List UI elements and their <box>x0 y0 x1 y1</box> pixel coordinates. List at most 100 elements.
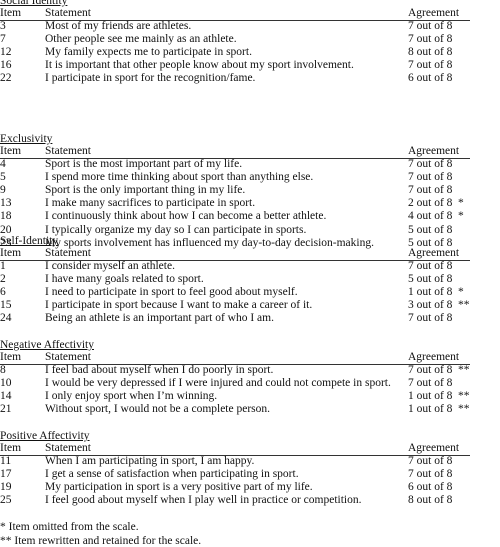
agreement: 1 out of 8 <box>408 286 453 299</box>
agreement: 5 out of 8 <box>408 236 453 249</box>
statement: I feel good about myself when I play wel… <box>45 494 362 507</box>
statement: I have many goals related to sport. <box>45 273 204 286</box>
header-rule <box>0 260 470 261</box>
agreement: 3 out of 8 <box>408 299 453 312</box>
column-header: Statement <box>45 145 91 157</box>
column-header: Agreement <box>408 145 460 157</box>
column-header: Statement <box>45 351 91 363</box>
statement: Being an athlete is an important part of… <box>45 312 274 325</box>
statement: Other people see me mainly as an athlete… <box>45 33 237 46</box>
column-header: Statement <box>45 7 91 19</box>
statement: I feel bad about myself when I do poorly… <box>45 364 274 376</box>
statement: My sports involvement has influenced my … <box>45 236 374 249</box>
column-header: Agreement <box>408 7 460 19</box>
note-mark: ** <box>458 390 470 403</box>
agreement: 7 out of 8 <box>408 33 453 46</box>
agreement: 5 out of 8 <box>408 273 453 286</box>
item-number: 21 <box>0 403 12 416</box>
statement: I make many sacrifices to participate in… <box>45 197 256 210</box>
item-number: 8 <box>0 364 6 376</box>
statement: Without sport, I would not be a complete… <box>45 403 271 416</box>
note-mark: * <box>458 286 464 299</box>
statement: I would be very depressed if I were inju… <box>45 377 391 390</box>
statement: Sport is the only important thing in my … <box>45 184 246 197</box>
statement: I participate in sport because I want to… <box>45 299 313 312</box>
statement: Sport is the most important part of my l… <box>45 158 243 170</box>
agreement: 7 out of 8 <box>408 312 453 325</box>
statement: I spend more time thinking about sport t… <box>45 171 314 184</box>
agreement: 5 out of 8 <box>408 223 453 236</box>
item-number: 13 <box>0 197 12 210</box>
agreement: 7 out of 8 <box>408 158 453 170</box>
statement: Most of my friends are athletes. <box>45 20 192 32</box>
agreement: 1 out of 8 <box>408 403 453 416</box>
column-header: Statement <box>45 247 91 259</box>
statement: My participation in sport is a very posi… <box>45 481 313 494</box>
item-number: 20 <box>0 223 12 236</box>
item-number: 2 <box>0 273 6 286</box>
footnote: * Item omitted from the scale. <box>0 521 139 533</box>
column-header: Statement <box>45 442 91 454</box>
agreement: 1 out of 8 <box>408 390 453 403</box>
column-header: Agreement <box>408 351 460 363</box>
agreement: 7 out of 8 <box>408 260 453 272</box>
item-number: 3 <box>0 20 6 32</box>
agreement: 2 out of 8 <box>408 197 453 210</box>
header-rule <box>0 364 470 365</box>
agreement: 4 out of 8 <box>408 210 453 223</box>
statement: I continuously think about how I can bec… <box>45 210 327 223</box>
item-number: 18 <box>0 210 12 223</box>
section-title: Positive Affectivity <box>0 430 90 442</box>
section-title: Self-Identity <box>0 235 59 247</box>
item-number: 17 <box>0 468 12 481</box>
statement: When I am participating in sport, I am h… <box>45 455 255 467</box>
item-number: 24 <box>0 312 12 325</box>
agreement: 7 out of 8 <box>408 20 453 32</box>
agreement: 7 out of 8 <box>408 184 453 197</box>
item-number: 9 <box>0 184 6 197</box>
header-rule <box>0 158 470 159</box>
section-title: Negative Affectivity <box>0 339 94 351</box>
note-mark: * <box>458 210 464 223</box>
agreement: 6 out of 8 <box>408 481 453 494</box>
note-mark: * <box>458 197 464 210</box>
item-number: 15 <box>0 299 12 312</box>
note-mark: ** <box>458 403 470 416</box>
statement: I participate in sport for the recogniti… <box>45 72 256 85</box>
column-header: Agreement <box>408 442 460 454</box>
note-mark: ** <box>458 364 470 376</box>
agreement: 8 out of 8 <box>408 494 453 507</box>
column-header: Agreement <box>408 247 460 259</box>
item-number: 23 <box>0 236 12 249</box>
item-number: 19 <box>0 481 12 494</box>
item-number: 22 <box>0 72 12 85</box>
section-title: Social Identity <box>0 0 68 7</box>
item-number: 7 <box>0 33 6 46</box>
statement: I consider myself an athlete. <box>45 260 175 272</box>
agreement: 7 out of 8 <box>408 468 453 481</box>
statement: I typically organize my day so I can par… <box>45 223 307 236</box>
item-number: 12 <box>0 46 12 59</box>
statement: It is important that other people know a… <box>45 59 354 72</box>
column-header: Item <box>0 442 22 454</box>
statement: I need to participate in sport to feel g… <box>45 286 298 299</box>
item-number: 5 <box>0 171 6 184</box>
agreement: 7 out of 8 <box>408 377 453 390</box>
column-header: Item <box>0 145 22 157</box>
footnote: ** Item rewritten and retained for the s… <box>0 535 202 547</box>
item-number: 6 <box>0 286 6 299</box>
item-number: 10 <box>0 377 12 390</box>
note-mark: ** <box>458 299 470 312</box>
statement: I only enjoy sport when I’m winning. <box>45 390 218 403</box>
agreement: 7 out of 8 <box>408 364 453 376</box>
agreement: 7 out of 8 <box>408 171 453 184</box>
column-header: Item <box>0 351 22 363</box>
item-number: 16 <box>0 59 12 72</box>
item-number: 4 <box>0 158 6 170</box>
item-number: 11 <box>0 455 12 467</box>
item-number: 14 <box>0 390 12 403</box>
agreement: 8 out of 8 <box>408 46 453 59</box>
item-number: 1 <box>0 260 6 272</box>
column-header: Item <box>0 247 22 259</box>
